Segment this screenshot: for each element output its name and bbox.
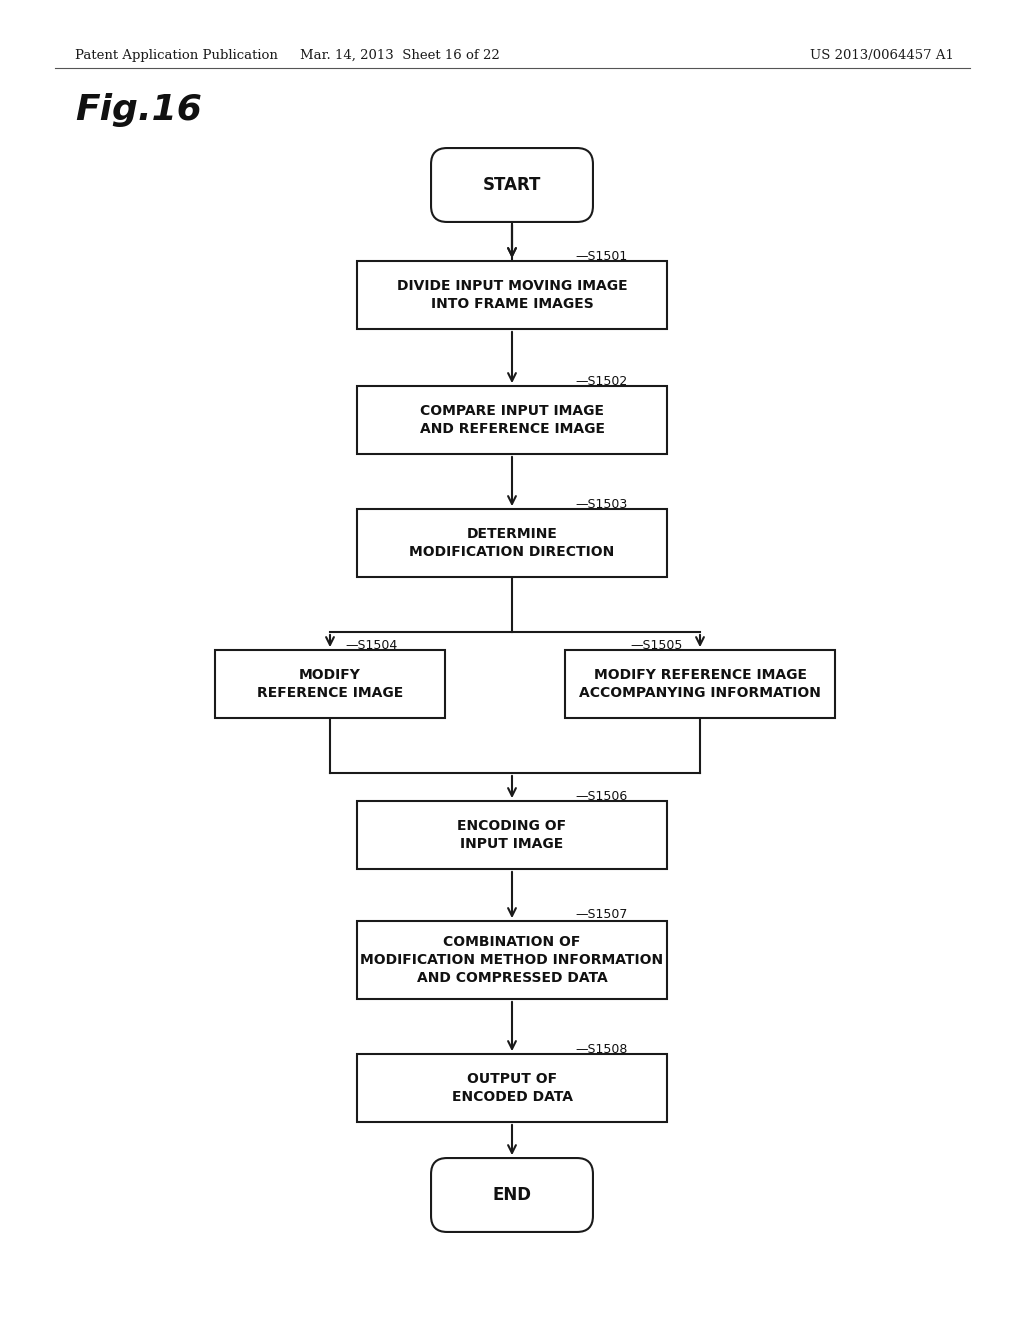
Text: —S1507: —S1507: [575, 908, 628, 921]
Text: MODIFY REFERENCE IMAGE
ACCOMPANYING INFORMATION: MODIFY REFERENCE IMAGE ACCOMPANYING INFO…: [579, 668, 821, 700]
Text: —S1504: —S1504: [345, 639, 397, 652]
Text: —S1508: —S1508: [575, 1043, 628, 1056]
Text: Mar. 14, 2013  Sheet 16 of 22: Mar. 14, 2013 Sheet 16 of 22: [300, 49, 500, 62]
Text: —S1502: —S1502: [575, 375, 628, 388]
Text: ENCODING OF
INPUT IMAGE: ENCODING OF INPUT IMAGE: [458, 818, 566, 851]
Bar: [357, 385, 667, 454]
Text: US 2013/0064457 A1: US 2013/0064457 A1: [810, 49, 954, 62]
Bar: [215, 649, 445, 718]
Bar: [357, 1053, 667, 1122]
Bar: [565, 649, 835, 718]
FancyBboxPatch shape: [431, 1158, 593, 1232]
Text: OUTPUT OF
ENCODED DATA: OUTPUT OF ENCODED DATA: [452, 1072, 572, 1105]
Text: MODIFY
REFERENCE IMAGE: MODIFY REFERENCE IMAGE: [257, 668, 403, 700]
Bar: [357, 261, 667, 329]
Text: —S1503: —S1503: [575, 498, 628, 511]
Bar: [357, 510, 667, 577]
Text: —S1506: —S1506: [575, 789, 628, 803]
Text: Patent Application Publication: Patent Application Publication: [75, 49, 278, 62]
Text: —S1505: —S1505: [630, 639, 682, 652]
Text: Fig.16: Fig.16: [75, 92, 202, 127]
Text: START: START: [482, 176, 542, 194]
Text: DIVIDE INPUT MOVING IMAGE
INTO FRAME IMAGES: DIVIDE INPUT MOVING IMAGE INTO FRAME IMA…: [396, 279, 628, 312]
Bar: [357, 801, 667, 869]
Text: END: END: [493, 1185, 531, 1204]
Text: COMBINATION OF
MODIFICATION METHOD INFORMATION
AND COMPRESSED DATA: COMBINATION OF MODIFICATION METHOD INFOR…: [360, 935, 664, 986]
Text: DETERMINE
MODIFICATION DIRECTION: DETERMINE MODIFICATION DIRECTION: [410, 527, 614, 560]
Bar: [357, 921, 667, 999]
Text: —S1501: —S1501: [575, 249, 628, 263]
FancyBboxPatch shape: [431, 148, 593, 222]
Text: COMPARE INPUT IMAGE
AND REFERENCE IMAGE: COMPARE INPUT IMAGE AND REFERENCE IMAGE: [420, 404, 604, 436]
